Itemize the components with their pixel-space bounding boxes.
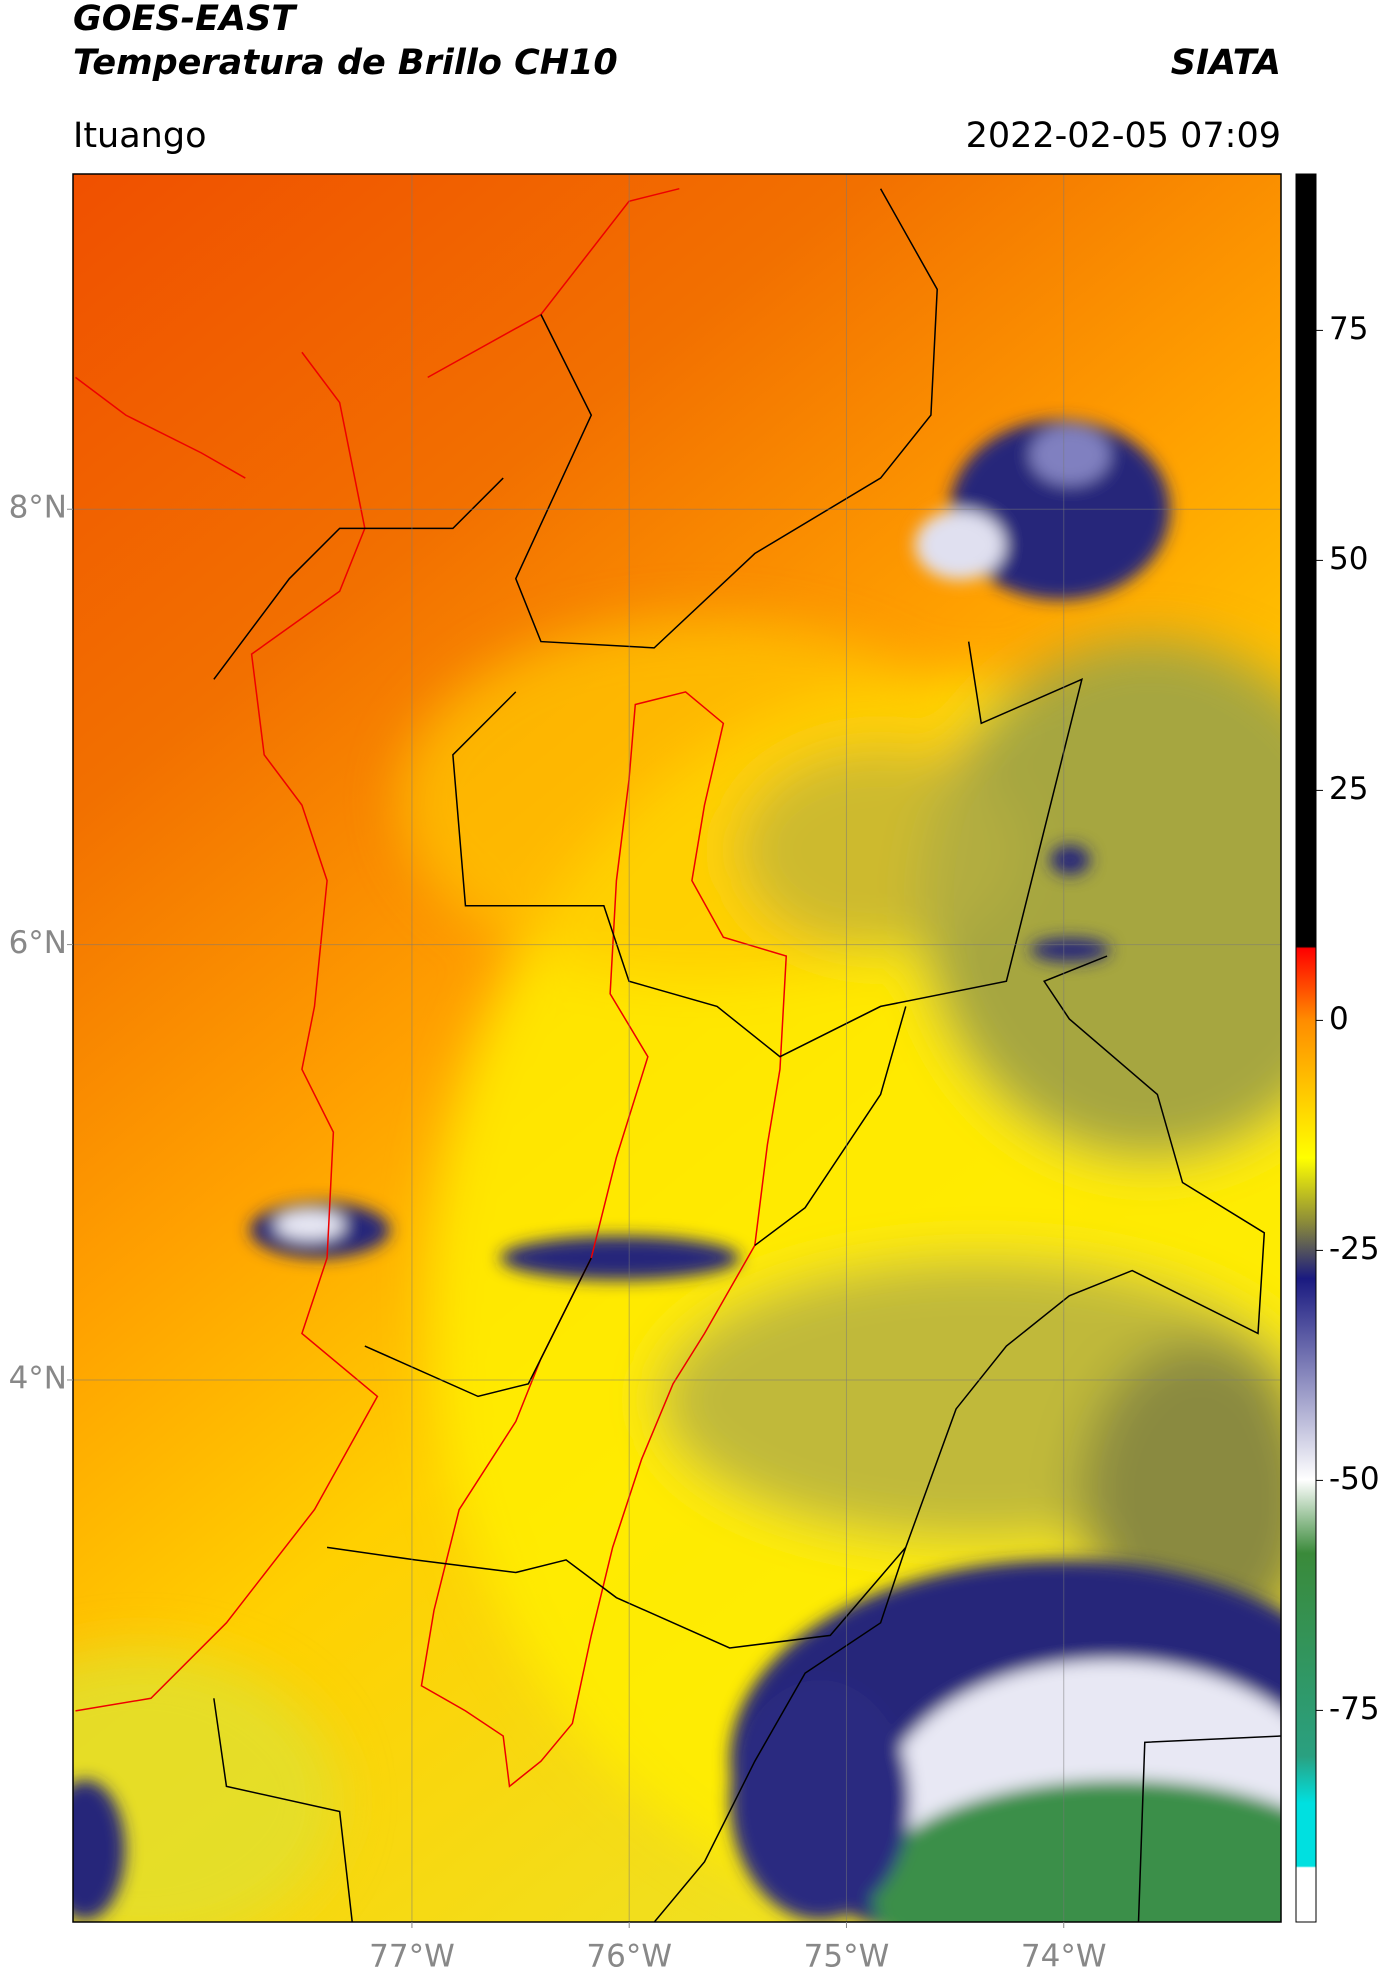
y-tick-label: 6°N — [9, 925, 67, 961]
colorbar-tick-label: -50 — [1329, 1461, 1380, 1497]
datetime: 2022-02-05 07:09 — [966, 116, 1281, 156]
colorbar-tick-label: 25 — [1329, 771, 1368, 807]
colorbar-tick-label: -25 — [1329, 1231, 1380, 1267]
source: SIATA — [1171, 43, 1281, 83]
y-tick-label: 4°N — [9, 1360, 67, 1396]
colorbar-tick-label: -75 — [1329, 1691, 1380, 1727]
map-frame — [72, 173, 1282, 1923]
subtitle: Temperatura de Brillo CH10 — [73, 43, 618, 83]
colorbar-tick-label: 50 — [1329, 541, 1368, 577]
y-tick-label: 8°N — [9, 490, 67, 526]
x-tick-label: 77°W — [369, 1939, 455, 1975]
colorbar — [1295, 173, 1317, 1923]
map-image — [73, 174, 1281, 1922]
x-tick-label: 74°W — [1021, 1939, 1107, 1975]
x-tick-label: 75°W — [804, 1939, 890, 1975]
x-tick-label: 76°W — [586, 1939, 672, 1975]
title: GOES-EAST — [73, 0, 298, 39]
colorbar-tick-label: 75 — [1329, 311, 1368, 347]
location: Ituango — [73, 116, 207, 156]
colorbar-tick-label: 0 — [1329, 1001, 1349, 1037]
